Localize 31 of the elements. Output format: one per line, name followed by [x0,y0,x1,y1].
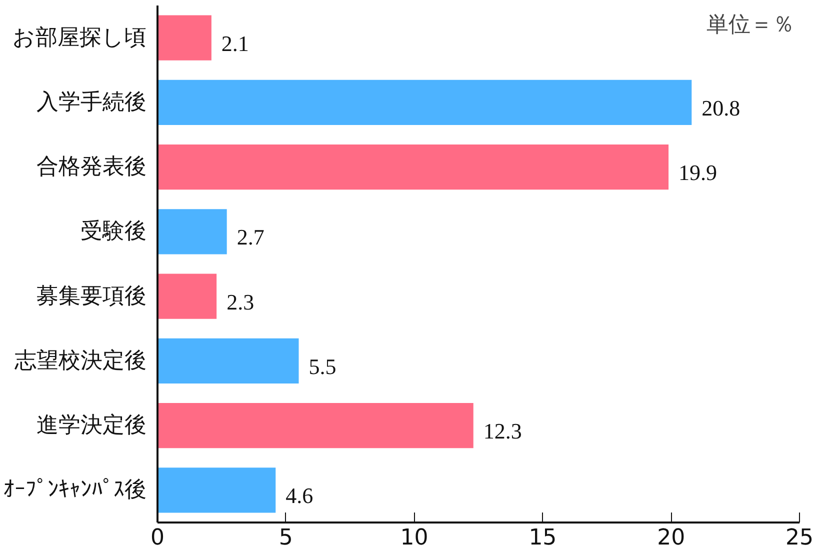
y-tick-label: お部屋探し頃 [12,25,146,50]
x-tick-label: 20 [657,526,686,547]
bar [158,274,217,319]
bar [158,338,299,384]
x-tick-label: 15 [528,526,557,547]
y-tick-label: 志望校決定後 [14,348,146,374]
bar [158,468,276,513]
data-label: 19.9 [678,160,718,186]
x-tick-label: 25 [786,526,814,547]
y-tick-label: 入学手続後 [36,90,146,115]
data-label: 4.6 [286,483,314,508]
y-tick-label: 募集要項後 [36,284,146,309]
y-tick-label: 受験後 [80,219,146,244]
bar [158,80,692,126]
bar [158,402,474,448]
x-tick-label: 5 [278,526,293,547]
x-tick-label: 0 [150,526,164,547]
data-label: 2.3 [226,289,254,314]
y-tick-label: ｵｰﾌﾟﾝｷｬﾝﾊﾟｽ後 [4,478,146,503]
data-label: 12.3 [483,418,522,444]
bar [158,15,212,60]
data-label: 20.8 [702,95,740,120]
data-label: 2.7 [236,224,264,250]
y-tick-label: 進学決定後 [36,413,146,438]
data-label: 2.1 [221,30,249,56]
bar [158,209,227,254]
data-label: 5.5 [308,354,336,379]
annotation: 単位＝％ [706,12,794,38]
bar [158,144,669,190]
y-tick-label: 合格発表後 [36,154,146,180]
x-tick-label: 10 [400,526,428,547]
